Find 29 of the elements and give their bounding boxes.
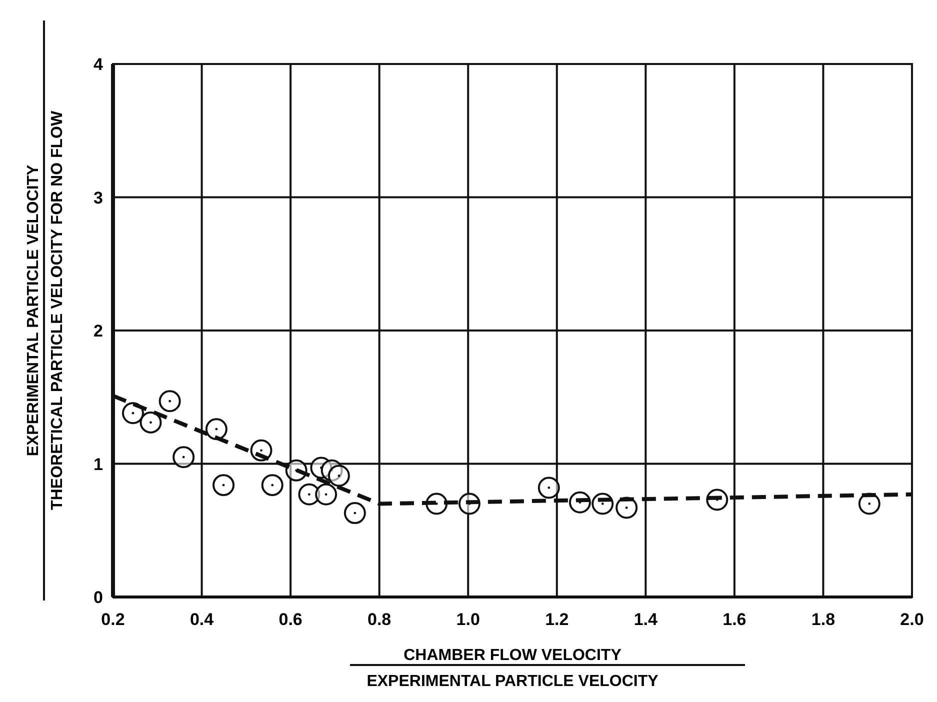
x-tick-label: 1.2 — [545, 610, 569, 629]
y-axis-title: EXPERIMENTAL PARTICLE VELOCITY THEORETICAL PARTICLE VELOCITY FOR NO FLOW — [25, 110, 66, 510]
y-tick-label: 0 — [94, 588, 103, 607]
x-tick-label: 2.0 — [900, 610, 924, 629]
point — [298, 483, 320, 506]
x-tick-label: 0.8 — [368, 610, 392, 629]
y-tick-label: 4 — [94, 55, 104, 74]
point — [328, 464, 350, 487]
point — [122, 402, 144, 424]
y-tick-label: 3 — [94, 188, 103, 208]
point — [205, 418, 228, 440]
x-tick-label: 0.6 — [278, 610, 302, 629]
y-tick-label: 1 — [94, 454, 103, 474]
point — [172, 446, 195, 468]
point — [212, 474, 235, 496]
x-tick-label: 1.4 — [634, 610, 658, 629]
x-tick-label: 1.0 — [456, 610, 480, 629]
point — [261, 474, 284, 496]
point — [315, 483, 338, 506]
point — [158, 390, 181, 412]
x-tick-label: 0.4 — [190, 610, 214, 629]
point — [538, 476, 560, 499]
y-tick-label: 2 — [94, 322, 103, 340]
x-tick-label: 0.2 — [101, 610, 125, 629]
point — [344, 502, 366, 524]
point — [140, 411, 162, 434]
x-axis-title: CHAMBER FLOW VELOCITY EXPERIMENTAL PARTICLE VELOCITY — [366, 647, 659, 690]
x-tick-label: 1.8 — [811, 610, 836, 629]
x-tick-label: 1.6 — [722, 610, 746, 629]
